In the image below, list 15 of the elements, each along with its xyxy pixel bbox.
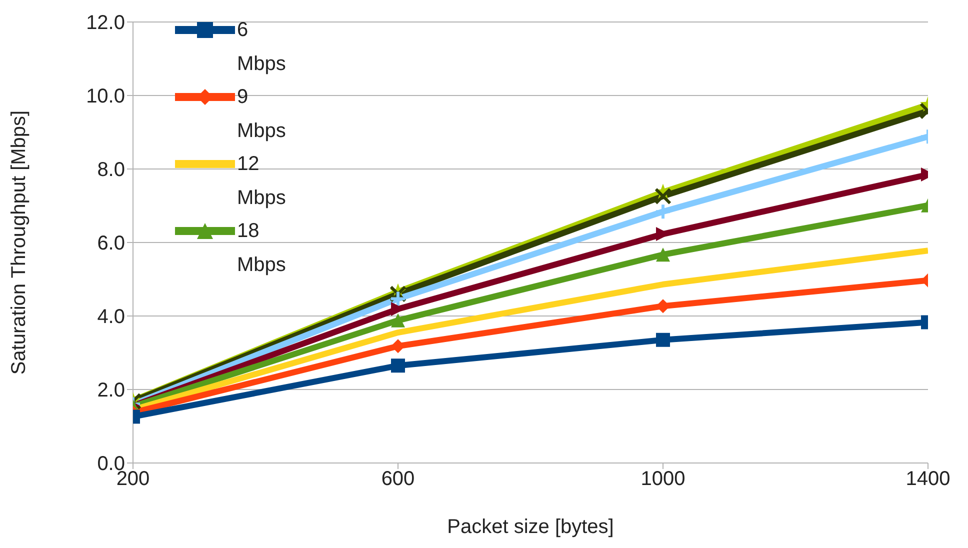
legend-label: 9 Mbps [237,85,287,144]
x-tick-label: 1400 [906,468,950,490]
y-tick-label: 10.0 [86,86,125,108]
x-axis-title: Packet size [bytes] [447,516,614,538]
x-tick-label: 1000 [640,468,686,490]
legend-label: 12 Mbps [237,152,287,211]
y-tick-label: 12.0 [86,12,125,34]
x-tick-label: 600 [381,468,415,490]
y-tick-label: 2.0 [97,380,125,402]
y-tick-label: 6.0 [97,232,125,255]
y-tick-label: 8.0 [97,159,125,182]
y-axis-title: Saturation Throughput [Mbps] [8,110,30,375]
legend-label: 18 Mbps [237,219,287,278]
legend-label: 6 Mbps [237,18,287,77]
y-tick-label: 4.0 [97,306,125,328]
